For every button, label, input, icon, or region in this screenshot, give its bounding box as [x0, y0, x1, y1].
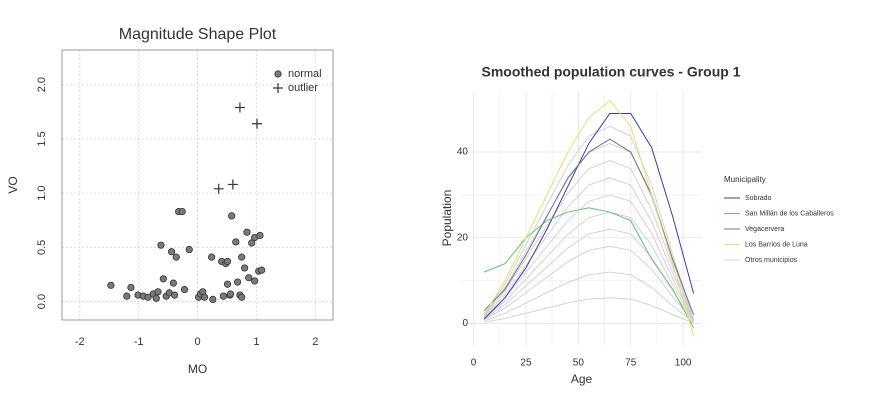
normal-point: [223, 257, 232, 266]
x-axis-label: MO: [188, 362, 207, 376]
other-line: [483, 160, 695, 321]
normal-point: [208, 253, 216, 261]
y-tick-label: 1.0: [36, 185, 48, 200]
outlier-point: [252, 118, 263, 129]
other-line: [483, 194, 695, 322]
series-line: [483, 112, 695, 320]
normal-point: [185, 245, 193, 254]
x-tick-label: 2: [312, 336, 318, 348]
y-tick-label: 1.5: [36, 131, 48, 146]
other-line: [483, 125, 695, 320]
y-tick-label: 40: [457, 147, 469, 158]
x-tick-label: 50: [573, 358, 585, 369]
normal-point: [169, 279, 177, 287]
other-line: [483, 177, 695, 321]
normal-point: [123, 292, 131, 300]
y-axis-label: Population: [440, 190, 454, 247]
outlier-point: [213, 183, 224, 194]
chart-title: Smoothed population curves - Group 1: [481, 64, 740, 80]
legend-label: Sobrado: [745, 195, 772, 202]
normal-point: [152, 294, 160, 302]
legend-label: San Millán de los Caballeros: [745, 210, 834, 217]
y-axis-label: VO: [6, 176, 20, 193]
outlier-point: [234, 102, 245, 113]
normal-point: [209, 295, 217, 303]
x-axis-label: Age: [571, 372, 593, 386]
x-tick-label: 0: [471, 358, 477, 369]
normal-point: [157, 241, 165, 249]
normal-point: [178, 207, 186, 216]
normal-point: [241, 264, 249, 272]
normal-point: [200, 293, 209, 301]
normal-point: [107, 281, 115, 289]
normal-point: [238, 253, 246, 261]
legend-title: Municipality: [724, 175, 766, 184]
x-tick-label: 25: [520, 358, 532, 369]
normal-point: [258, 266, 266, 274]
other-line: [483, 297, 694, 324]
other-line: [483, 271, 694, 324]
y-tick-label: 0: [462, 318, 468, 329]
normal-point: [144, 293, 152, 301]
outlier-point: [227, 179, 238, 190]
normal-point: [248, 239, 256, 247]
legend-label: Vegacervera: [745, 226, 784, 233]
normal-point: [223, 280, 232, 288]
normal-point: [256, 231, 264, 240]
legend-label: normal: [288, 68, 322, 80]
normal-point: [243, 228, 251, 236]
chart-title: Magnitude Shape Plot: [119, 26, 277, 43]
normal-point: [159, 275, 167, 283]
normal-point: [251, 277, 259, 285]
x-tick-label: -2: [75, 336, 85, 348]
other-line: [483, 245, 694, 323]
normal-point: [226, 290, 235, 298]
normal-point: [170, 291, 179, 299]
series-line: [483, 207, 695, 329]
y-tick-label: 0.0: [36, 294, 48, 309]
normal-point: [219, 292, 228, 300]
y-tick-label: 0.5: [36, 240, 48, 255]
plot-frame: [61, 49, 334, 321]
legend-label: Otros municipios: [745, 257, 798, 264]
normal-point: [245, 274, 253, 282]
normal-point: [180, 286, 189, 294]
y-tick-label: 2.0: [36, 77, 48, 92]
y-tick-label: 20: [457, 232, 469, 243]
legend-label: outlier: [288, 82, 318, 94]
normal-point: [233, 278, 242, 286]
x-tick-label: 1: [253, 336, 259, 348]
normal-point: [167, 248, 176, 256]
x-tick-label: 100: [675, 358, 692, 369]
x-tick-label: 0: [194, 336, 200, 348]
normal-point: [228, 212, 236, 220]
normal-point: [238, 293, 246, 301]
legend-label: Los Barrios de Luna: [745, 241, 808, 248]
legend-symbol: [273, 83, 283, 93]
normal-point: [127, 283, 135, 292]
series-line: [483, 99, 695, 337]
x-tick-label: 75: [625, 358, 637, 369]
normal-point: [154, 288, 162, 296]
x-tick-label: -1: [134, 336, 144, 348]
normal-point: [172, 253, 180, 261]
normal-point: [232, 238, 240, 246]
other-line: [483, 211, 695, 322]
legend-symbol: [274, 70, 282, 78]
